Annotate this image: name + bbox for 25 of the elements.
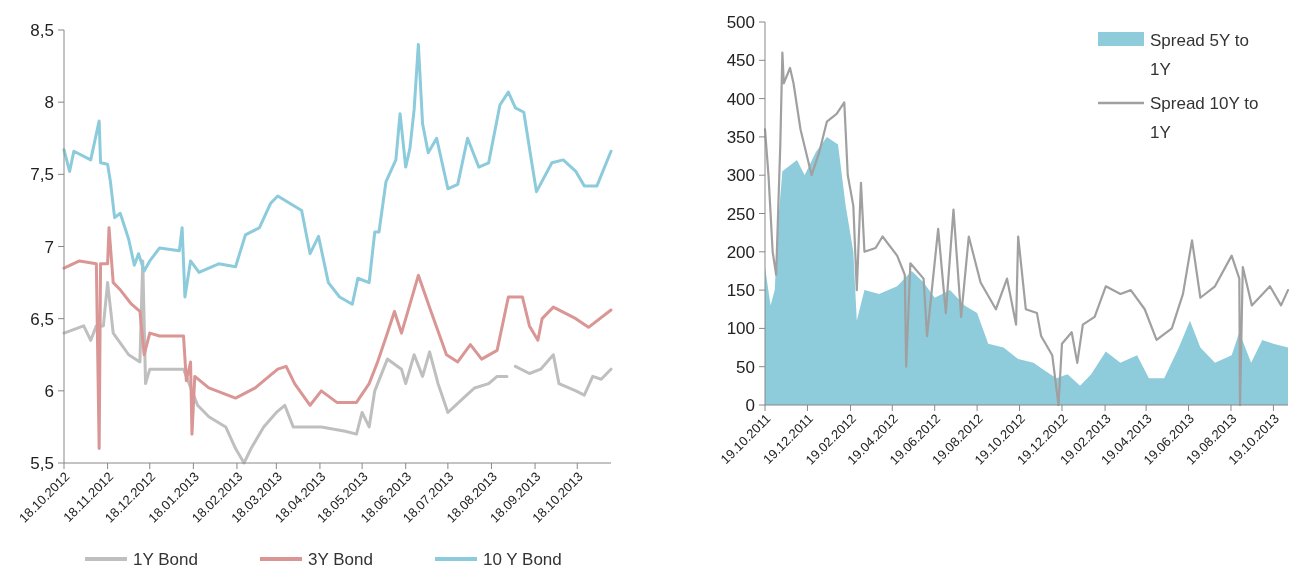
y-tick-label: 300 (726, 166, 755, 186)
y-tick-label: 450 (726, 51, 755, 71)
line-series (62, 42, 613, 306)
y-tick-label: 5,5 (30, 454, 54, 473)
y-tick-label: 7 (44, 237, 54, 257)
legend-label: 1Y Bond (133, 550, 198, 569)
y-tick-label: 8 (44, 93, 54, 113)
legend-label: Spread 5Y to 1Y (1150, 31, 1249, 79)
y-tick-label: 50 (736, 357, 755, 377)
y-tick-label: 100 (726, 319, 755, 339)
y-tick-label: 250 (726, 204, 755, 224)
y-tick-label: 8,5 (30, 21, 54, 40)
legend-label: 3Y Bond (308, 550, 373, 569)
line-series (62, 226, 613, 451)
y-tick-label: 200 (726, 242, 755, 262)
y-tick-label: 6,5 (30, 309, 54, 329)
legend-label: 10 Y Bond (483, 550, 562, 569)
y-tick-label: 400 (726, 89, 755, 109)
y-tick-label: 500 (726, 13, 755, 32)
y-tick-label: 350 (726, 127, 755, 147)
y-tick-label: 6 (44, 381, 54, 401)
y-tick-label: 150 (726, 281, 755, 301)
y-tick-label: 0 (745, 396, 755, 415)
legend-label: Spread 10Y to 1Y (1150, 94, 1259, 142)
y-tick-label: 7,5 (30, 165, 54, 185)
